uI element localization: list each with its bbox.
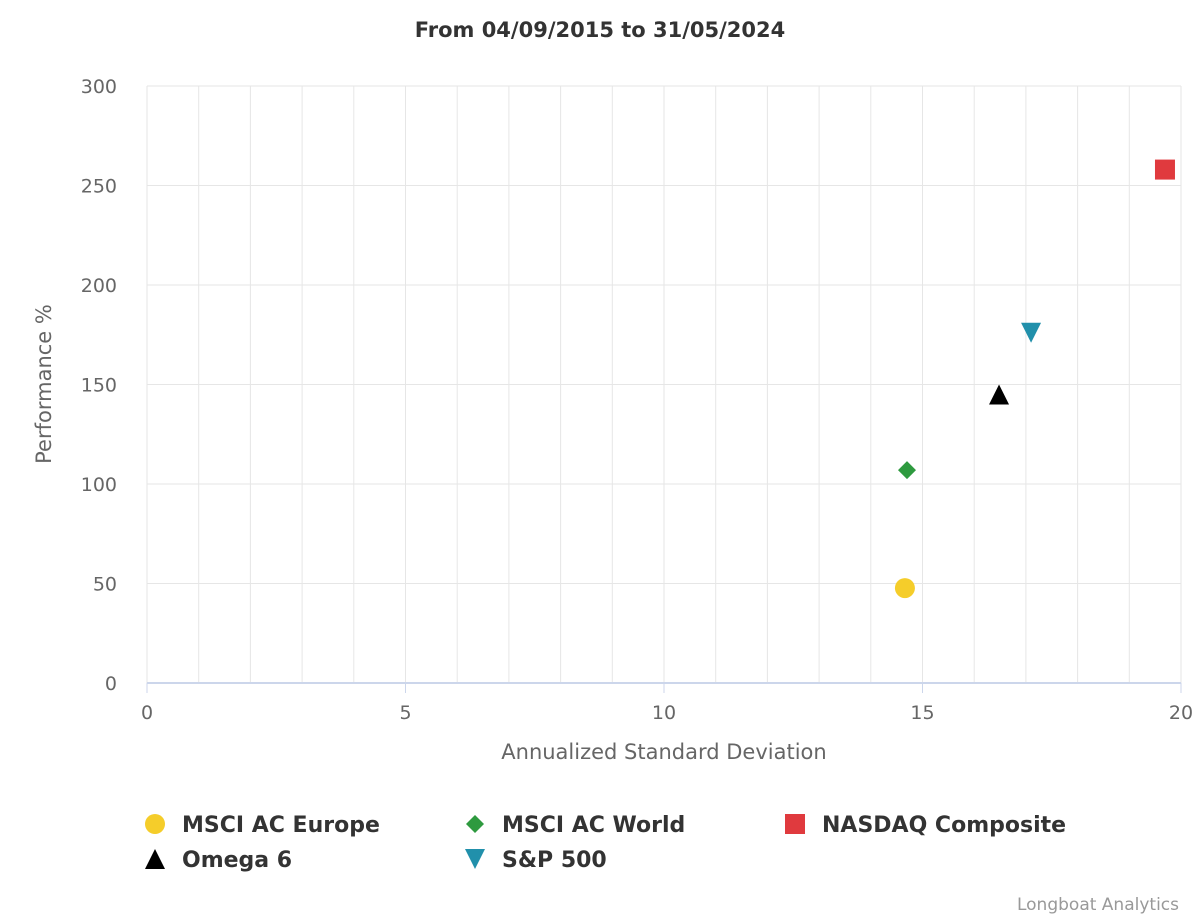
legend-diamond-icon bbox=[466, 815, 484, 833]
legend-label: S&P 500 bbox=[502, 848, 607, 873]
x-tick-label: 0 bbox=[141, 702, 153, 724]
chart-title: From 04/09/2015 to 31/05/2024 bbox=[415, 18, 786, 42]
grid bbox=[146, 85, 1182, 683]
legend-square-icon bbox=[785, 814, 805, 834]
credits[interactable]: Longboat Analytics bbox=[1017, 895, 1179, 915]
x-axis-label: Annualized Standard Deviation bbox=[501, 740, 826, 764]
legend-circle-icon bbox=[145, 814, 165, 834]
y-tick-label: 100 bbox=[81, 474, 117, 496]
legend-item[interactable]: S&P 500 bbox=[465, 848, 607, 873]
y-tick-label: 250 bbox=[81, 176, 117, 198]
x-tick-label: 5 bbox=[399, 702, 411, 724]
y-tick-label: 50 bbox=[93, 574, 117, 596]
data-point-msci-ac-europe bbox=[894, 578, 915, 599]
x-tick-label: 20 bbox=[1169, 702, 1193, 724]
data-point-nasdaq-composite bbox=[1154, 159, 1175, 180]
y-tick-label: 150 bbox=[81, 375, 117, 397]
legend: MSCI AC Europe MSCI AC World NASDAQ Compos… bbox=[145, 813, 1066, 873]
y-tick-label: 200 bbox=[81, 275, 117, 297]
data-point-msci-ac-world bbox=[897, 461, 916, 480]
legend-label: Omega 6 bbox=[182, 848, 292, 873]
data-points bbox=[894, 159, 1175, 599]
legend-label: MSCI AC Europe bbox=[182, 813, 380, 838]
legend-label: MSCI AC World bbox=[502, 813, 685, 838]
legend-item[interactable]: Omega 6 bbox=[145, 848, 292, 873]
legend-item[interactable]: MSCI AC World bbox=[466, 813, 685, 838]
y-tick-label: 0 bbox=[105, 673, 117, 695]
x-tick-label: 15 bbox=[910, 702, 934, 724]
legend-label: NASDAQ Composite bbox=[822, 813, 1066, 838]
data-point-s-p-500 bbox=[1021, 322, 1042, 343]
legend-item[interactable]: NASDAQ Composite bbox=[785, 813, 1066, 838]
legend-item[interactable]: MSCI AC Europe bbox=[145, 813, 380, 838]
x-tick-label: 10 bbox=[652, 702, 676, 724]
data-point-omega-6 bbox=[989, 384, 1010, 405]
y-tick-label: 300 bbox=[81, 76, 117, 98]
legend-triangle-icon bbox=[145, 849, 165, 869]
y-axis-label: Performance % bbox=[32, 304, 56, 464]
axes: 0 50 100 150 200 250 300 0 5 10 15 20 bbox=[81, 76, 1193, 724]
legend-triangle-down-icon bbox=[465, 849, 485, 869]
